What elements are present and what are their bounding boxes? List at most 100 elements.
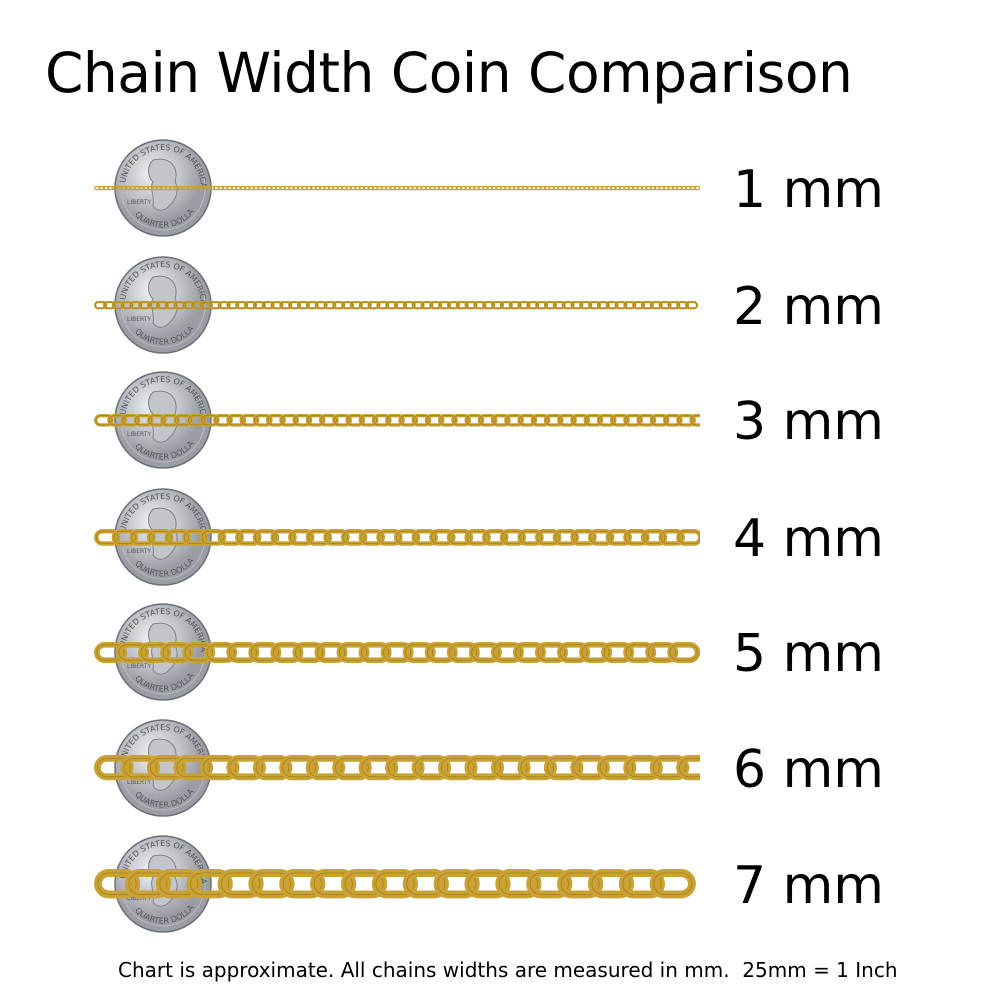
chain-link-outline (482, 301, 495, 309)
chain-link-outline (219, 530, 243, 544)
chain-width-label: 4 mm (733, 509, 884, 569)
chain-link (627, 185, 635, 191)
chain-link (279, 185, 286, 191)
chain-link-outline (394, 301, 407, 309)
chain-link-outline (209, 301, 222, 309)
chain-link-outline (229, 758, 263, 778)
chain-link-outline (452, 414, 470, 425)
quarter-coin-icon: UNITED STATES OF AMERICA QUARTER DOLLAR … (113, 602, 212, 701)
chain-link-outline (637, 414, 655, 425)
chain-link-outline (359, 414, 378, 425)
chain-link (257, 185, 264, 191)
chain-link (98, 185, 106, 191)
chain-link (191, 185, 198, 191)
chain-link (168, 185, 176, 191)
chain-link-outline (449, 643, 478, 661)
chain-link-outline (218, 301, 230, 309)
chain-link-outline (113, 530, 137, 544)
chain-link-outline (201, 530, 225, 544)
svg-text:LIBERTY: LIBERTY (127, 316, 151, 323)
chain-link-outline (546, 758, 581, 778)
chain-link-outline (625, 643, 654, 661)
chain-link (111, 185, 119, 191)
chain-link-outline (607, 530, 631, 544)
chain-link-outline (624, 414, 642, 425)
chain-link (129, 185, 136, 191)
chain-link-outline (214, 414, 232, 425)
chain-link-outline (471, 643, 500, 661)
chain-link-outline (272, 530, 295, 544)
chain-link-outline (313, 872, 353, 896)
chain-link (486, 185, 494, 191)
chain-link-outline (413, 530, 437, 544)
chain-link (504, 185, 511, 191)
chain-link-outline (140, 643, 169, 661)
chain-link (393, 185, 401, 191)
chain-link-outline (254, 530, 278, 544)
chain-link (221, 185, 229, 191)
chain-link-outline (376, 301, 389, 309)
chain-link-outline (478, 414, 497, 425)
chain-link-outline (520, 758, 554, 778)
chain-link (592, 185, 599, 191)
chain-link-outline (147, 301, 160, 309)
chain-link-outline (338, 643, 368, 661)
chain-link-outline (518, 414, 536, 425)
chain-link (124, 185, 132, 191)
chain-link-outline (227, 414, 245, 425)
chain-link (199, 185, 207, 191)
chain-link-outline (437, 872, 477, 896)
footnote: Chart is approximate. All chains widths … (118, 958, 898, 982)
chain-link-outline (361, 643, 390, 661)
svg-text:LIBERTY: LIBERTY (127, 199, 151, 206)
chain-link (146, 185, 154, 191)
chain-link-outline (626, 758, 660, 778)
chain-link (310, 185, 317, 191)
chain-link-outline (399, 414, 417, 425)
chain-link-outline (279, 301, 292, 309)
chain-link (689, 185, 697, 191)
chain-link-outline (272, 643, 301, 661)
chain-link-outline (297, 301, 310, 309)
chain-link-outline (515, 643, 544, 661)
chain-link-outline (668, 301, 680, 309)
chain-link-outline (660, 530, 684, 544)
chain-link (102, 185, 110, 191)
chain-link-outline (288, 301, 301, 309)
chain-link (323, 185, 330, 191)
chain-link-outline (240, 414, 259, 425)
chain-link-outline (562, 301, 574, 309)
chain-link (407, 185, 414, 191)
chain-link-outline (95, 530, 119, 544)
chain-link-outline (403, 301, 416, 309)
chain-row-4mm: UNITED STATES OF AMERICA QUARTER DOLLAR … (0, 487, 1000, 603)
chain-width-label: 6 mm (733, 740, 884, 800)
chain-link (451, 185, 458, 191)
chain-link (138, 185, 145, 191)
chain-link-outline (134, 414, 153, 425)
chain-link-outline (388, 758, 422, 778)
chain-link-outline (244, 301, 257, 309)
svg-text:LIBERTY: LIBERTY (127, 779, 151, 786)
chain-link-outline (685, 301, 698, 309)
chain-link-outline (421, 301, 433, 309)
chain-link-outline (493, 758, 528, 778)
chain-link-outline (227, 301, 239, 309)
chain-link-outline (560, 872, 600, 896)
chain-link-outline (148, 414, 166, 425)
chain-link (376, 185, 383, 191)
chain-link (332, 185, 339, 191)
chain-link (411, 185, 419, 191)
chain-link-outline (386, 414, 404, 425)
chain-link (363, 185, 370, 191)
chain-link-outline (190, 872, 230, 896)
chain-link (358, 185, 366, 191)
chain-link (182, 185, 189, 191)
chain-link (442, 185, 450, 191)
chain-link-outline (492, 414, 510, 425)
chain-link (552, 185, 560, 191)
chain-row-6mm: UNITED STATES OF AMERICA QUARTER DOLLAR … (0, 718, 1000, 834)
svg-text:LIBERTY: LIBERTY (127, 431, 151, 438)
chain-link-outline (599, 758, 634, 778)
chain-link (477, 185, 485, 191)
